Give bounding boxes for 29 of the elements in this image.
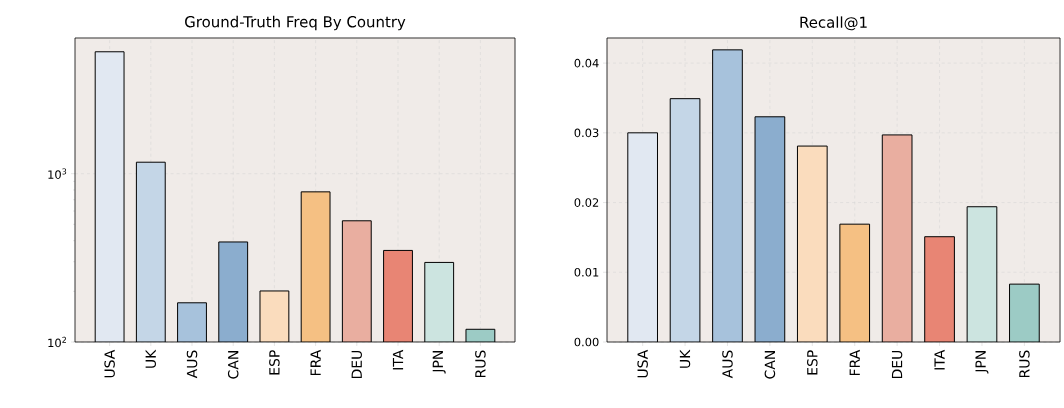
x-tick-label: UK	[145, 349, 156, 368]
x-tick-label: UK	[679, 349, 691, 368]
x-tick-label: ITA	[934, 349, 945, 370]
y-tick-label: 0.01	[574, 267, 599, 277]
chart-title: Ground-Truth Freq By Country	[185, 15, 406, 31]
chart-title: Recall@1	[800, 16, 867, 31]
y-tick-label: 10$^{2}$	[48, 336, 66, 348]
x-tick-label: AUS	[722, 350, 733, 379]
x-tick-label: DEU	[891, 350, 903, 379]
x-tick-label: ITA	[392, 349, 404, 370]
x-tick-label: JPN	[432, 351, 446, 374]
x-tick-label: FRA	[849, 349, 860, 376]
x-tick-label: FRA	[310, 349, 321, 376]
x-tick-label: JPN	[975, 351, 989, 374]
x-tick-label: CAN	[227, 351, 239, 379]
y-tick-label: 0.04	[574, 58, 599, 68]
x-tick-label: RUS	[1019, 350, 1030, 378]
x-tick-label: USA	[104, 349, 115, 378]
y-tick-label: 0.02	[574, 198, 599, 207]
x-tick-label: USA	[637, 349, 648, 378]
y-tick-label: 0.03	[574, 128, 599, 138]
x-tick-label: ESP	[807, 350, 818, 375]
y-tick-label: 0.00	[574, 337, 599, 347]
x-tick-label: CAN	[764, 351, 776, 379]
x-tick-label: ESP	[269, 350, 280, 375]
y-tick-label: 10$^{3}$	[48, 168, 67, 179]
x-tick-label: RUS	[475, 350, 486, 378]
x-tick-label: AUS	[186, 350, 198, 379]
x-tick-label: DEU	[351, 350, 362, 379]
